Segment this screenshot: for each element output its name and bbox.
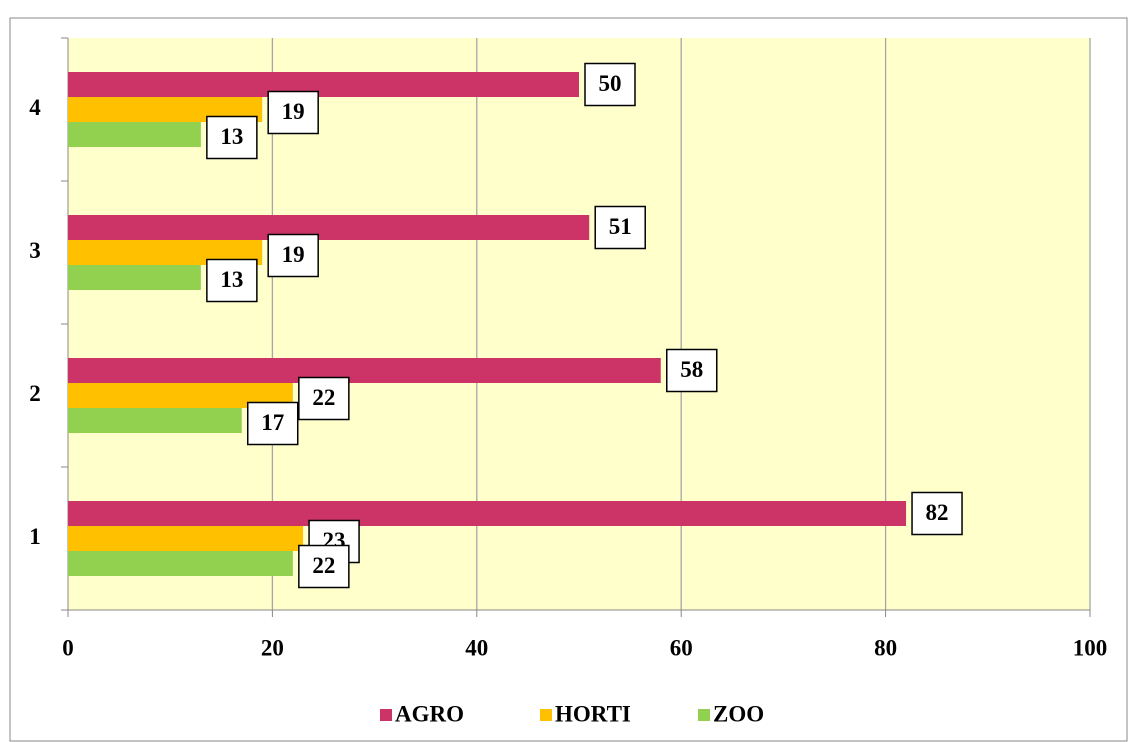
y-tick-label: 3 xyxy=(29,238,41,263)
x-tick-label: 80 xyxy=(874,635,897,660)
y-tick-label: 2 xyxy=(29,381,41,406)
data-label: 22 xyxy=(312,553,335,578)
legend-swatch xyxy=(540,709,552,721)
bar xyxy=(68,215,590,240)
legend-swatch xyxy=(698,709,710,721)
data-label-box xyxy=(206,115,258,160)
legend-label: AGRO xyxy=(395,701,464,726)
y-tick-label: 4 xyxy=(29,95,41,120)
bar xyxy=(68,408,242,433)
data-label-box xyxy=(584,62,636,107)
bar xyxy=(68,526,304,551)
data-label: 19 xyxy=(282,99,305,124)
data-label: 58 xyxy=(680,357,703,382)
data-label-box xyxy=(267,233,319,278)
bar xyxy=(68,265,201,290)
legend-swatch xyxy=(380,709,392,721)
data-label-box xyxy=(267,90,319,135)
x-tick-label: 20 xyxy=(261,635,284,660)
bar xyxy=(68,551,293,576)
data-label-box xyxy=(594,205,646,250)
x-tick-label: 0 xyxy=(62,635,74,660)
bar xyxy=(68,501,907,526)
data-label: 17 xyxy=(261,410,284,435)
data-label: 19 xyxy=(282,242,305,267)
data-label: 82 xyxy=(926,500,949,525)
data-label: 13 xyxy=(220,267,243,292)
bar xyxy=(68,72,579,97)
legend-label: HORTI xyxy=(555,701,631,726)
data-label-box xyxy=(298,376,350,421)
data-label: 51 xyxy=(609,214,632,239)
data-label: 22 xyxy=(312,385,335,410)
data-label-box xyxy=(911,491,963,536)
bar xyxy=(68,358,661,383)
x-tick-label: 100 xyxy=(1073,635,1108,660)
data-label-box xyxy=(246,401,299,446)
y-tick-label: 1 xyxy=(29,524,41,549)
x-tick-label: 40 xyxy=(465,635,488,660)
data-label-box xyxy=(206,258,258,303)
bar xyxy=(68,122,201,147)
x-tick-label: 60 xyxy=(670,635,693,660)
data-label: 50 xyxy=(599,71,622,96)
legend-label: ZOO xyxy=(713,701,764,726)
data-label-box xyxy=(666,348,718,393)
data-label: 13 xyxy=(220,124,243,149)
data-label-box xyxy=(298,544,350,589)
